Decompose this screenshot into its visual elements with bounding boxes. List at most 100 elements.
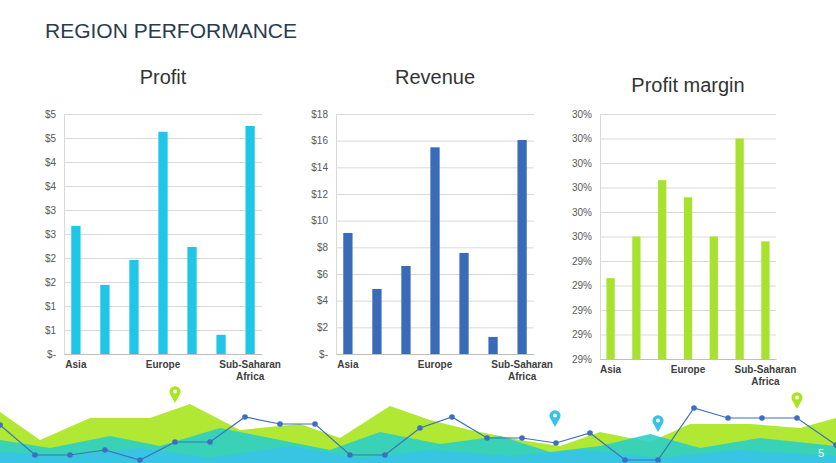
y-tick-label: $18 (311, 109, 328, 120)
grid-line (336, 354, 534, 355)
pin-shape (792, 392, 803, 409)
footer-decoration (0, 386, 836, 463)
grid-line (336, 114, 534, 115)
y-tick-label: 30% (572, 133, 592, 144)
y-tick: $10 (311, 215, 534, 226)
pin-hole (795, 396, 799, 400)
x-tick-label: Europe (671, 364, 706, 375)
y-tick: $16 (311, 135, 534, 146)
bars (343, 140, 526, 354)
x-tick-label-line: Africa (751, 376, 780, 387)
grid-line (64, 354, 262, 355)
footer-dot (449, 414, 455, 420)
y-tick: $14 (311, 162, 534, 173)
bars (606, 139, 769, 360)
x-tick-label: Europe (418, 359, 453, 370)
grid-line (64, 114, 262, 115)
x-tick-label-line: Asia (337, 359, 359, 370)
chart-panel: Profit margin29%29%29%29%29%30%30%30%30%… (572, 74, 796, 387)
y-tick-label: $4 (317, 295, 329, 306)
y-tick-label: $1 (45, 301, 57, 312)
slide: REGION PERFORMANCE5Profit$-$1$1$2$2$3$3$… (0, 0, 836, 463)
y-tick-label: $4 (45, 181, 57, 192)
pin-hole (656, 419, 660, 423)
chart-title: Profit margin (631, 74, 744, 96)
footer-dot (655, 457, 661, 463)
bar (372, 289, 381, 354)
footer-dot (67, 452, 73, 458)
y-tick-label: $5 (45, 109, 57, 120)
footer-dot (102, 447, 108, 453)
x-tick-label: Europe (146, 359, 181, 370)
y-tick-label: 29% (572, 354, 592, 365)
y-tick: 29% (572, 354, 776, 365)
bar (761, 241, 769, 359)
x-axis: Asia Europe Sub-SaharanAfrica (600, 360, 796, 387)
x-tick: Asia (65, 359, 87, 370)
y-tick-label: 29% (572, 256, 592, 267)
y-tick: $5 (45, 133, 262, 144)
y-tick: $18 (311, 109, 534, 120)
x-tick: Sub-SaharanAfrica (735, 364, 797, 387)
y-tick: 30% (572, 231, 776, 242)
footer-line (0, 408, 836, 460)
x-tick-label: Asia (600, 364, 622, 375)
x-tick-label: Sub-SaharanAfrica (219, 359, 281, 382)
y-tick-label: 30% (572, 158, 592, 169)
y-tick-label: $5 (45, 133, 57, 144)
footer-pin (170, 386, 181, 403)
slide-canvas: REGION PERFORMANCE5Profit$-$1$1$2$2$3$3$… (0, 0, 836, 463)
footer-dot (833, 442, 836, 448)
y-tick-label: $3 (45, 229, 57, 240)
footer-wave (0, 428, 836, 463)
bar (71, 226, 80, 354)
y-tick-label: $10 (311, 215, 328, 226)
x-tick-label-line: Africa (508, 371, 537, 382)
grid-line (600, 139, 776, 140)
y-tick-label: $6 (317, 269, 329, 280)
footer-dot (417, 425, 423, 431)
y-tick-label: $2 (317, 322, 329, 333)
footer-dot (207, 439, 213, 445)
y-tick: 29% (572, 329, 776, 340)
x-tick-label-line: Sub-Saharan (491, 359, 553, 370)
x-axis: Asia Europe Sub-SaharanAfrica (337, 355, 553, 382)
x-axis-line (65, 354, 263, 355)
footer-dot (312, 421, 318, 427)
bar (684, 197, 692, 359)
y-tick-label: 29% (572, 329, 592, 340)
y-tick: $4 (45, 157, 262, 168)
x-tick-label-line: Sub-Saharan (735, 364, 797, 375)
footer-pin (792, 392, 803, 409)
bar (245, 126, 254, 354)
x-tick: Europe (146, 359, 181, 370)
y-tick-label: $3 (45, 205, 57, 216)
x-axis-line (337, 354, 535, 355)
footer-dot (519, 435, 525, 441)
y-axis: 29%29%29%29%29%30%30%30%30%30%30% (572, 109, 776, 365)
x-tick: Europe (418, 359, 453, 370)
footer-wave (0, 404, 836, 463)
x-axis-line (601, 359, 777, 360)
bar (430, 147, 439, 354)
bar (129, 260, 138, 354)
x-tick-label-line: Europe (146, 359, 181, 370)
grid-line (600, 163, 776, 164)
y-tick: 30% (572, 133, 776, 144)
footer-dot (32, 452, 38, 458)
bar (658, 180, 666, 359)
bar (401, 266, 410, 354)
x-tick-label-line: Africa (236, 371, 265, 382)
x-tick-label: Asia (65, 359, 87, 370)
y-tick-label: $16 (311, 135, 328, 146)
y-axis: $-$2$4$6$8$10$12$14$16$18 (311, 109, 534, 360)
footer-dot (553, 440, 559, 446)
bar (710, 237, 718, 360)
bar (158, 132, 167, 354)
bars (71, 126, 254, 354)
y-tick: $4 (45, 181, 262, 192)
footer-dot (691, 405, 697, 411)
footer-dot (622, 457, 628, 463)
pin-hole (173, 390, 177, 394)
chart-panel: Profit$-$1$1$2$2$3$3$4$4$5$5AsiaEuropeSu… (45, 66, 281, 382)
